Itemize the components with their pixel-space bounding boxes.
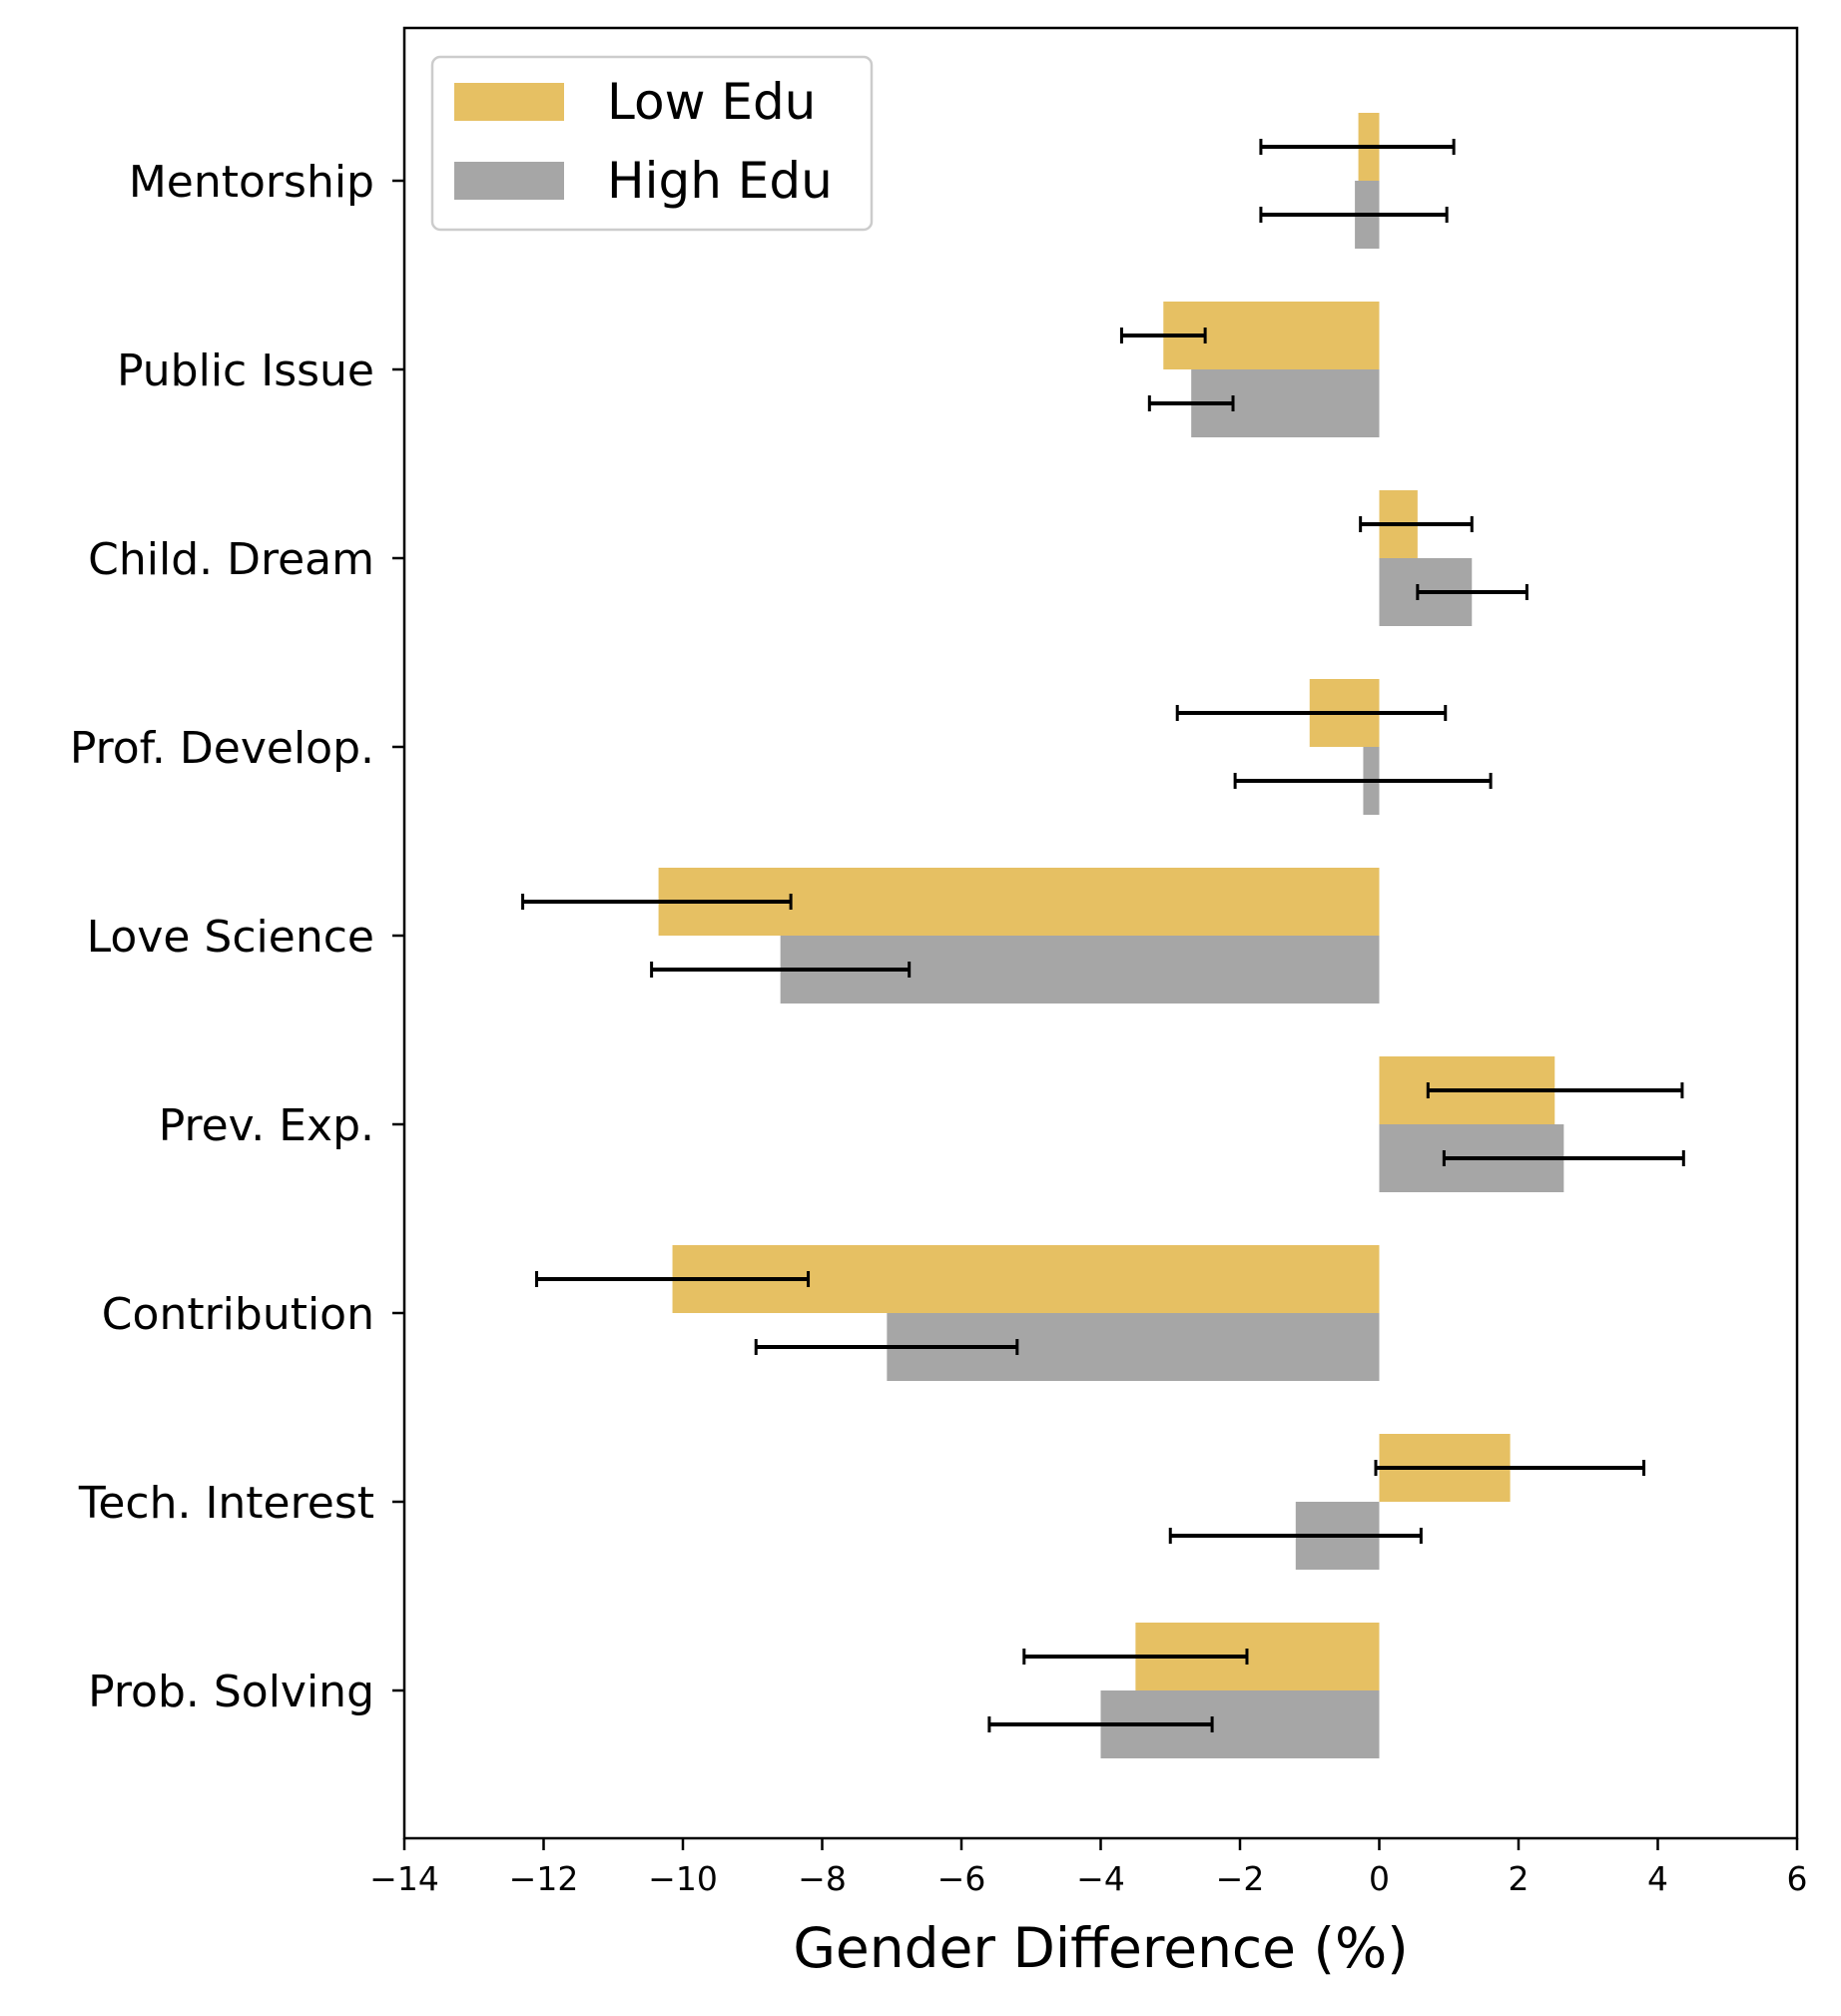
x-tick-label-9: 4 bbox=[1647, 1859, 1668, 1898]
error-bar-low-edu-prof-develop bbox=[1175, 705, 1448, 721]
bars-layer bbox=[658, 113, 1564, 1758]
error-bar-low-edu-prob-solving bbox=[1022, 1649, 1249, 1665]
error-bars-layer bbox=[521, 139, 1685, 1732]
error-bar-high-edu-child-dream bbox=[1416, 584, 1529, 600]
error-bar-low-edu-public-issue bbox=[1119, 328, 1207, 343]
x-tick-label-3: −8 bbox=[798, 1859, 847, 1898]
error-bar-high-edu-contribution bbox=[754, 1339, 1019, 1355]
error-bar-high-edu-love-science bbox=[650, 962, 912, 978]
x-tick-label-10: 6 bbox=[1787, 1859, 1808, 1898]
y-tick-label-child-dream: Child. Dream bbox=[88, 534, 374, 585]
error-bar-low-edu-love-science bbox=[521, 894, 793, 910]
y-tick-label-prev-exp: Prev. Exp. bbox=[159, 1100, 374, 1151]
y-tick-label-contribution: Contribution bbox=[102, 1289, 374, 1340]
y-tick-label-tech-interest: Tech. Interest bbox=[78, 1478, 374, 1529]
error-bar-high-edu-prof-develop bbox=[1233, 773, 1493, 789]
legend-label-high-edu: High Edu bbox=[607, 152, 833, 210]
error-bar-low-edu-tech-interest bbox=[1374, 1460, 1646, 1476]
error-bar-high-edu-mentorship bbox=[1259, 207, 1449, 223]
error-bar-high-edu-prev-exp bbox=[1442, 1150, 1685, 1166]
y-tick-label-public-issue: Public Issue bbox=[117, 345, 374, 396]
legend-label-low-edu: Low Edu bbox=[607, 73, 816, 131]
error-bar-low-edu-contribution bbox=[535, 1271, 811, 1287]
legend-swatch-high-edu bbox=[454, 162, 564, 200]
x-tick-label-8: 2 bbox=[1509, 1859, 1530, 1898]
axes-layer: Mentorship Public Issue Child. Dream Prof. … bbox=[70, 26, 1808, 1898]
error-bar-high-edu-public-issue bbox=[1147, 395, 1235, 411]
error-bar-high-edu-prob-solving bbox=[987, 1716, 1214, 1732]
y-tick-label-prof-develop: Prof. Develop. bbox=[70, 723, 374, 774]
error-bar-low-edu-mentorship bbox=[1259, 139, 1456, 155]
x-tick-label-0: −14 bbox=[369, 1859, 439, 1898]
x-axis-title: Gender Difference (%) bbox=[793, 1916, 1408, 1980]
y-tick-label-love-science: Love Science bbox=[87, 912, 374, 963]
x-tick-label-7: 0 bbox=[1369, 1859, 1390, 1898]
error-bar-low-edu-prev-exp bbox=[1426, 1082, 1684, 1098]
error-bar-high-edu-tech-interest bbox=[1168, 1528, 1423, 1544]
x-tick-label-2: −10 bbox=[648, 1859, 718, 1898]
legend: Low Edu High Edu bbox=[430, 55, 874, 232]
y-tick-label-prob-solving: Prob. Solving bbox=[88, 1667, 374, 1717]
x-tick-label-5: −4 bbox=[1076, 1859, 1125, 1898]
x-tick-label-1: −12 bbox=[509, 1859, 579, 1898]
x-tick-label-4: −6 bbox=[937, 1859, 986, 1898]
error-bar-low-edu-child-dream bbox=[1359, 516, 1474, 532]
legend-swatch-low-edu bbox=[454, 83, 564, 121]
y-tick-label-mentorship: Mentorship bbox=[129, 157, 374, 208]
x-tick-label-6: −2 bbox=[1216, 1859, 1265, 1898]
